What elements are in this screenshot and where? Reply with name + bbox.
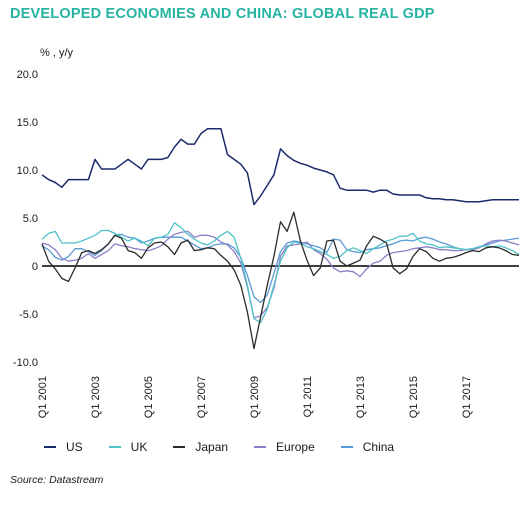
series-line-europe: [41, 230, 520, 319]
y-axis-unit-label: % , y/y: [40, 47, 74, 59]
source-note: Source: Datastream: [10, 474, 104, 486]
x-axis-ticks: Q1 2001 Q1 2003 Q1 2005 Q1 2007 Q1 2009 Q1 20…: [37, 376, 473, 418]
legend-swatch: [173, 446, 186, 448]
legend-swatch: [108, 446, 121, 448]
series-lines: [41, 127, 520, 350]
x-tick-label: Q1 2011: [302, 376, 314, 417]
legend: US UK Japan Europe China: [44, 440, 420, 454]
legend-label: China: [362, 440, 395, 454]
y-tick-label: 5.0: [23, 213, 38, 225]
x-tick-label: Q1 2009: [249, 376, 261, 418]
x-tick-label: Q1 2007: [196, 376, 208, 418]
series-line-japan: [41, 211, 520, 350]
chart-title: DEVELOPED ECONOMIES AND CHINA: GLOBAL RE…: [10, 6, 435, 22]
y-tick-label: -5.0: [19, 309, 38, 321]
y-axis-ticks: 20.0 15.0 10.0 5.0 0 -5.0 -10.0: [13, 69, 519, 369]
x-tick-label: Q1 2017: [461, 376, 473, 418]
series-line-uk: [41, 222, 520, 324]
legend-label: Europe: [276, 440, 315, 454]
legend-swatch: [340, 446, 353, 448]
x-tick-label: Q1 2005: [143, 376, 155, 418]
x-tick-label: Q1 2003: [90, 376, 102, 418]
legend-label: UK: [130, 440, 148, 454]
x-tick-label: Q1 2015: [408, 376, 420, 418]
y-tick-label: 15.0: [17, 117, 38, 129]
x-tick-label: Q1 2001: [37, 376, 49, 418]
y-tick-label: 20.0: [17, 69, 38, 81]
legend-label: Japan: [195, 440, 229, 454]
legend-swatch: [254, 446, 267, 448]
y-tick-label: 0: [32, 261, 38, 273]
legend-item-europe: Europe: [254, 440, 315, 454]
legend-item-japan: Japan: [173, 440, 228, 454]
legend-item-us: US: [44, 440, 83, 454]
legend-swatch: [44, 446, 56, 448]
legend-label: US: [66, 440, 83, 454]
x-tick-label: Q1 2013: [355, 376, 367, 418]
series-line-us: [41, 127, 519, 206]
legend-item-uk: UK: [108, 440, 148, 454]
series-line-china: [41, 233, 520, 304]
legend-item-china: China: [340, 440, 395, 454]
y-tick-label: -10.0: [13, 357, 38, 369]
y-tick-label: 10.0: [17, 165, 38, 177]
